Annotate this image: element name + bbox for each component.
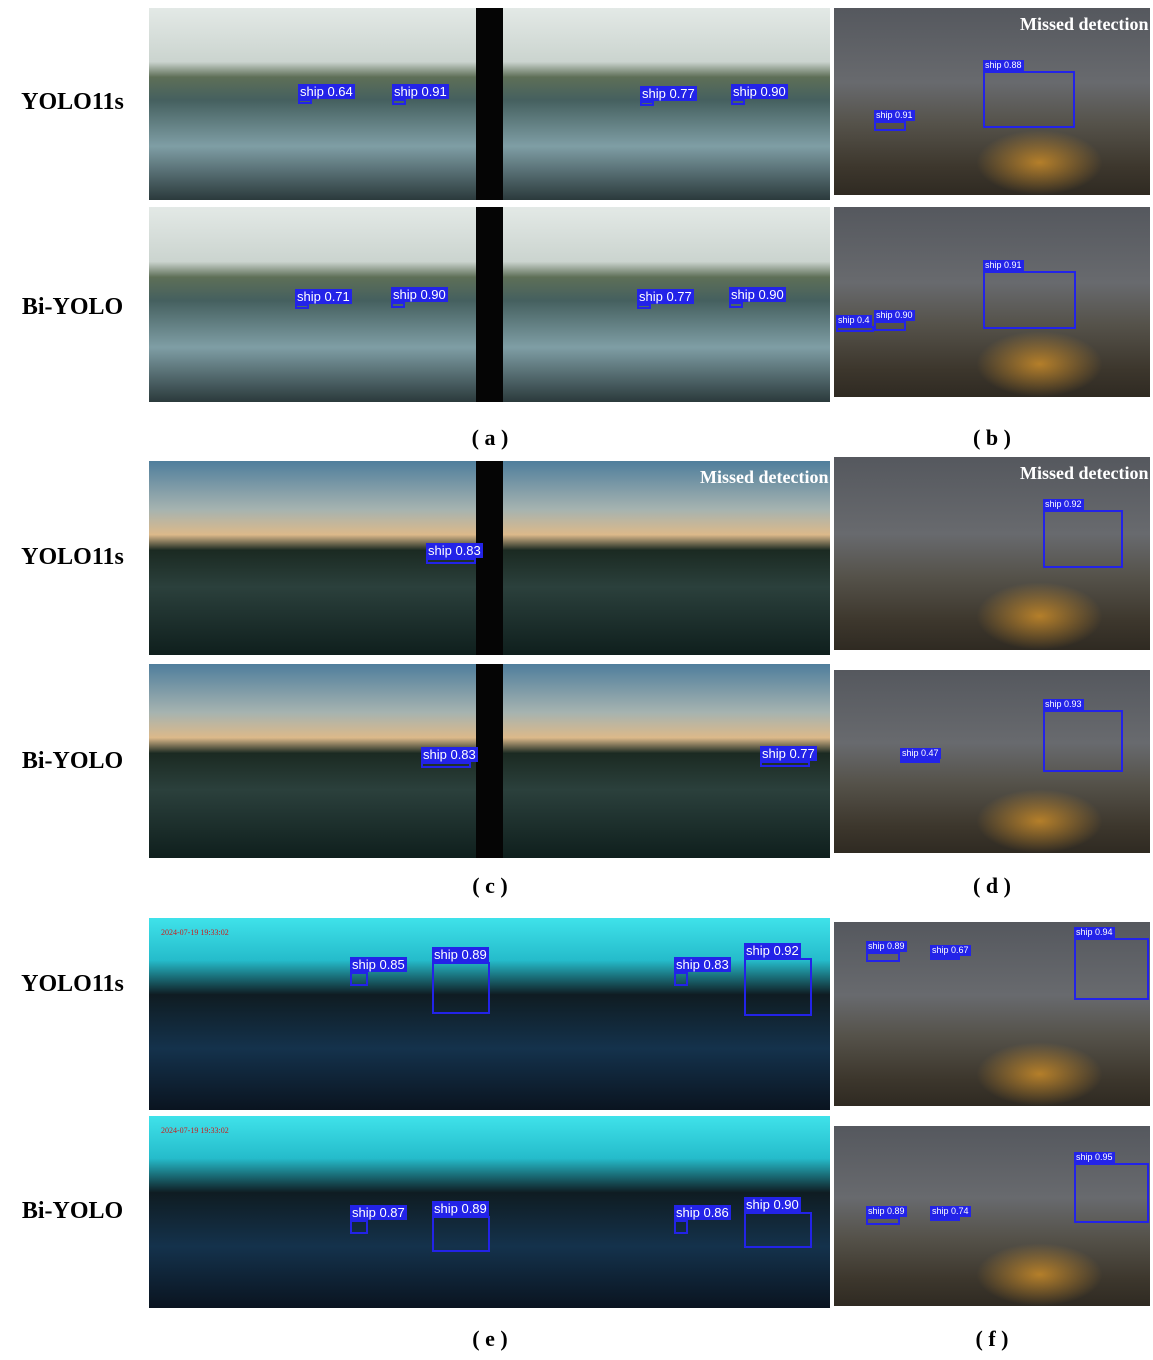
detection-label: ship 0.90 <box>729 287 786 302</box>
missed-annotation: Missed detection <box>1020 14 1148 35</box>
detection-label: ship 0.86 <box>674 1205 731 1220</box>
row-label: Bi-YOLO <box>0 1198 145 1225</box>
detection-label: ship 0.94 <box>1074 927 1115 938</box>
detection-label: ship 0.92 <box>1043 499 1084 510</box>
detection-label: ship 0.89 <box>866 1206 907 1217</box>
bounding-box <box>432 1216 490 1252</box>
bounding-box <box>930 956 960 960</box>
bounding-box <box>298 99 312 104</box>
bounding-box <box>744 1212 812 1248</box>
detection-label: ship 0.83 <box>674 957 731 972</box>
detection-label: ship 0.95 <box>1074 1152 1115 1163</box>
detection-label: ship 0.91 <box>983 260 1024 271</box>
detection-label: ship 0.90 <box>391 287 448 302</box>
detection-label: ship 0.93 <box>1043 699 1084 710</box>
detection-label: ship 0.89 <box>866 941 907 952</box>
glow <box>976 789 1102 853</box>
bounding-box <box>930 1217 960 1221</box>
row-label: Bi-YOLO <box>0 294 145 321</box>
detection-label: ship 0.47 <box>900 748 941 759</box>
bounding-box <box>744 958 812 1016</box>
bounding-box <box>421 762 471 768</box>
bounding-box <box>836 326 874 332</box>
detection-label: ship 0.85 <box>350 957 407 972</box>
bounding-box <box>866 1217 900 1225</box>
bounding-box <box>731 99 745 105</box>
detection-label: ship 0.77 <box>640 86 697 101</box>
detection-label: ship 0.74 <box>930 1206 971 1217</box>
detection-label: ship 0.89 <box>432 1201 489 1216</box>
bounding-box <box>729 302 743 308</box>
panel-caption: ( c ) <box>430 873 550 899</box>
bounding-box <box>391 302 405 308</box>
detection-label: ship 0.89 <box>432 947 489 962</box>
figure: (() => { const data = JSON.parse(documen… <box>0 0 1153 1360</box>
detection-label: ship 0.92 <box>744 943 801 958</box>
image-panel <box>149 8 830 200</box>
bounding-box <box>900 759 940 763</box>
bounding-box <box>1074 938 1149 1000</box>
glow <box>976 1243 1102 1306</box>
bounding-box <box>1043 710 1123 772</box>
bounding-box <box>1074 1163 1149 1223</box>
row-label: YOLO11s <box>0 971 145 998</box>
detection-label: ship 0.91 <box>874 110 915 121</box>
bounding-box <box>392 99 406 105</box>
bounding-box <box>295 304 309 309</box>
image-panel <box>149 918 830 1110</box>
bounding-box <box>874 321 906 331</box>
panel-caption: ( d ) <box>932 873 1052 899</box>
bounding-box <box>640 101 654 106</box>
panel-caption: ( f ) <box>932 1326 1052 1352</box>
bounding-box <box>1043 510 1123 568</box>
glow <box>976 331 1102 398</box>
image-panel <box>149 461 830 655</box>
glow <box>976 582 1102 650</box>
detection-label: ship 0.83 <box>421 747 478 762</box>
glow <box>976 130 1102 195</box>
bounding-box <box>866 952 900 962</box>
detection-label: ship 0.64 <box>298 84 355 99</box>
timestamp: 2024-07-19 19:33:02 <box>161 1126 229 1135</box>
image-panel <box>149 664 830 858</box>
detection-label: ship 0.4 <box>836 315 872 326</box>
bounding-box <box>637 304 651 309</box>
bounding-box <box>983 71 1075 128</box>
image-panel <box>149 207 830 402</box>
panel-caption: ( b ) <box>932 425 1052 451</box>
detection-label: ship 0.90 <box>731 84 788 99</box>
bounding-box <box>674 1220 688 1234</box>
missed-annotation: Missed detection <box>1020 463 1148 484</box>
glow <box>976 1042 1102 1106</box>
detection-label: ship 0.88 <box>983 60 1024 71</box>
bounding-box <box>426 558 476 564</box>
detection-label: ship 0.83 <box>426 543 483 558</box>
row-label: Bi-YOLO <box>0 748 145 775</box>
detection-label: ship 0.77 <box>760 746 817 761</box>
bounding-box <box>350 972 368 986</box>
detection-label: ship 0.67 <box>930 945 971 956</box>
detection-label: ship 0.91 <box>392 84 449 99</box>
bounding-box <box>983 271 1076 329</box>
panel-caption: ( e ) <box>430 1326 550 1352</box>
detection-label: ship 0.71 <box>295 289 352 304</box>
row-label: YOLO11s <box>0 544 145 571</box>
bounding-box <box>874 121 906 131</box>
row-label: YOLO11s <box>0 89 145 116</box>
detection-label: ship 0.90 <box>744 1197 801 1212</box>
bounding-box <box>432 962 490 1014</box>
detection-label: ship 0.87 <box>350 1205 407 1220</box>
bounding-box <box>674 972 688 986</box>
bounding-box <box>760 761 810 767</box>
timestamp: 2024-07-19 19:33:02 <box>161 928 229 937</box>
bounding-box <box>350 1220 368 1234</box>
detection-label: ship 0.90 <box>874 310 915 321</box>
detection-label: ship 0.77 <box>637 289 694 304</box>
missed-annotation: Missed detection <box>700 467 828 488</box>
panel-caption: ( a ) <box>430 425 550 451</box>
